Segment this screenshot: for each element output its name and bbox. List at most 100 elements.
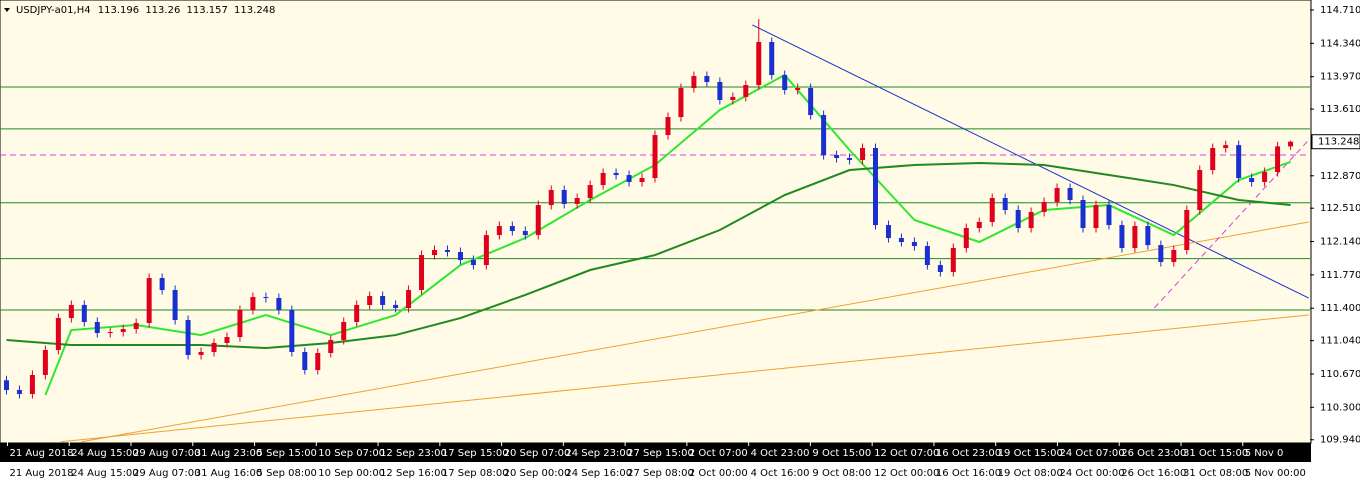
x-tick-label: 5 Sep 08:00 bbox=[257, 468, 317, 479]
candle-body bbox=[393, 304, 399, 309]
y-tick-label: 111.040 bbox=[1320, 336, 1360, 347]
candle-body bbox=[380, 296, 386, 305]
plot-area bbox=[0, 0, 1312, 444]
x-tick-label: 24 Sep 23:00 bbox=[565, 448, 632, 459]
candle-body bbox=[1197, 170, 1203, 211]
x-tick-label: 2 Oct 00:00 bbox=[689, 468, 748, 479]
candle-body bbox=[185, 320, 191, 355]
x-tick-label: 24 Oct 00:00 bbox=[1059, 468, 1124, 479]
x-tick-label: 17 Sep 15:00 bbox=[442, 448, 509, 459]
candle-body bbox=[42, 350, 48, 375]
candle-body bbox=[341, 321, 347, 341]
trendline bbox=[81, 221, 1309, 443]
candle-body bbox=[976, 221, 982, 229]
symbol: USDJPY-a01,H4 bbox=[16, 5, 91, 16]
candle-body bbox=[730, 96, 736, 101]
candle-body bbox=[1015, 210, 1021, 229]
x-tick-label: 10 Sep 07:00 bbox=[318, 448, 385, 459]
price-label: 113.248 bbox=[1318, 137, 1359, 148]
candle-body bbox=[1249, 178, 1255, 182]
candle-body bbox=[1093, 205, 1099, 229]
candle-body bbox=[289, 310, 295, 352]
x-tick-label: 5 Nov 0 bbox=[1245, 448, 1284, 459]
x-tick-label: 31 Oct 08:00 bbox=[1183, 468, 1248, 479]
candle-body bbox=[522, 231, 528, 236]
close: 113.248 bbox=[234, 5, 275, 16]
candle-body bbox=[1275, 146, 1281, 172]
x-tick-label: 17 Sep 08:00 bbox=[442, 468, 509, 479]
high: 113.26 bbox=[145, 5, 180, 16]
candle-body bbox=[808, 88, 814, 116]
price-box bbox=[1311, 134, 1360, 150]
candle-body bbox=[652, 135, 658, 179]
x-tick-label: 9 Oct 08:00 bbox=[812, 468, 871, 479]
x-tick-label: 31 Aug 16:00 bbox=[195, 468, 262, 479]
candle-body bbox=[834, 155, 840, 159]
x-tick-label: 4 Oct 23:00 bbox=[751, 448, 810, 459]
trendline bbox=[60, 314, 1309, 443]
y-tick-label: 112.510 bbox=[1320, 203, 1360, 214]
candle-body bbox=[561, 190, 567, 204]
y-tick-label: 112.140 bbox=[1320, 237, 1360, 248]
time-bar bbox=[0, 443, 1311, 462]
candle-body bbox=[211, 342, 217, 352]
candle-body bbox=[1171, 250, 1177, 262]
candle-body bbox=[81, 304, 87, 322]
x-tick-label: 12 Oct 07:00 bbox=[874, 448, 939, 459]
x-tick-label: 19 Oct 08:00 bbox=[998, 468, 1063, 479]
candle-body bbox=[1041, 201, 1047, 212]
candle-body bbox=[29, 374, 35, 394]
candle-body bbox=[1288, 141, 1294, 147]
candle-body bbox=[782, 75, 788, 91]
candle-body bbox=[1132, 226, 1138, 249]
menu-arrow[interactable] bbox=[4, 8, 10, 12]
candle-body bbox=[133, 322, 139, 330]
candle-body bbox=[743, 85, 749, 97]
candle-body bbox=[821, 115, 827, 156]
candle-body bbox=[1223, 145, 1229, 149]
low: 113.157 bbox=[187, 5, 228, 16]
candle-body bbox=[989, 198, 995, 222]
candle-body bbox=[769, 41, 775, 76]
candle-body bbox=[198, 351, 204, 355]
candle-body bbox=[1184, 210, 1190, 251]
y-tick-label: 114.710 bbox=[1320, 5, 1360, 16]
candle-body bbox=[717, 81, 723, 101]
x-tick-label: 16 Oct 16:00 bbox=[936, 468, 1001, 479]
y-tick-label: 113.610 bbox=[1320, 104, 1360, 115]
candle-body bbox=[276, 298, 282, 311]
candle-body bbox=[963, 228, 969, 249]
candle-body bbox=[704, 76, 710, 82]
x-tick-label: 16 Oct 23:00 bbox=[936, 448, 1001, 459]
x-tick-label: 29 Aug 07:00 bbox=[133, 468, 200, 479]
candle-body bbox=[535, 205, 541, 236]
x-tick-label: 5 Nov 00:00 bbox=[1245, 468, 1306, 479]
candle-body bbox=[159, 278, 165, 291]
candle-body bbox=[678, 88, 684, 118]
candle-body bbox=[885, 225, 891, 239]
x-tick-label: 24 Aug 15:00 bbox=[71, 468, 138, 479]
candle-body bbox=[444, 250, 450, 252]
candle-body bbox=[367, 296, 373, 305]
candle-body bbox=[665, 117, 671, 136]
candle-body bbox=[509, 226, 515, 232]
candle-body bbox=[16, 390, 22, 394]
candle-body bbox=[639, 178, 645, 182]
x-tick-label: 2 Oct 07:00 bbox=[689, 448, 748, 459]
x-tick-label: 27 Sep 08:00 bbox=[627, 468, 694, 479]
candle-body bbox=[496, 226, 502, 236]
candle-body bbox=[68, 304, 74, 319]
candle-body bbox=[1067, 188, 1073, 201]
candle-body bbox=[146, 278, 152, 323]
candle-body bbox=[263, 297, 269, 299]
moving-average bbox=[6, 161, 1291, 350]
y-tick-label: 110.670 bbox=[1320, 369, 1360, 380]
candle-body bbox=[937, 265, 943, 272]
candle-body bbox=[1028, 211, 1034, 229]
candle-body bbox=[1262, 171, 1268, 182]
candle-body bbox=[1002, 198, 1008, 211]
candle-body bbox=[1210, 148, 1216, 171]
x-tick-label: 29 Aug 07:00 bbox=[133, 448, 200, 459]
candle-body bbox=[795, 88, 801, 91]
